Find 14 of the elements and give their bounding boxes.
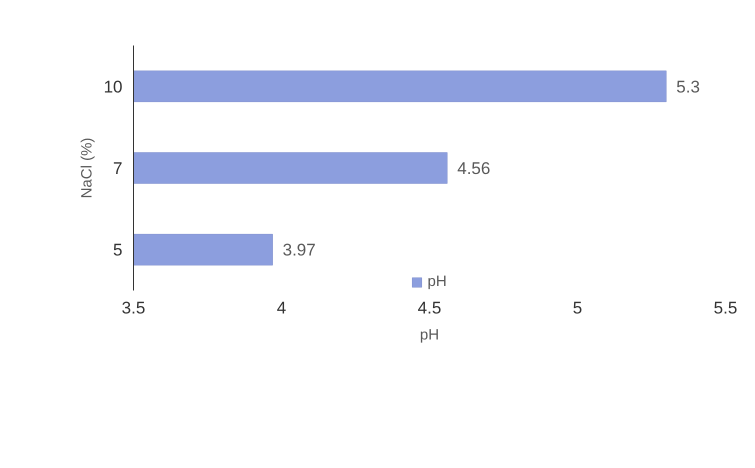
x-tick-label: 4 — [276, 298, 286, 318]
data-label: 3.97 — [282, 240, 316, 260]
data-label: 4.56 — [457, 159, 490, 178]
y-tick-label: 7 — [113, 159, 123, 178]
x-tick-label: 3.5 — [122, 298, 146, 318]
y-tick-label: 10 — [104, 77, 123, 96]
y-axis-title: NaCl (%) — [78, 138, 96, 198]
x-tick-label: 4.5 — [418, 298, 442, 318]
x-tick-label: 5.5 — [714, 298, 738, 318]
y-tick-label: 5 — [113, 240, 123, 260]
data-label: 5.3 — [676, 77, 700, 96]
legend-label: pH — [428, 273, 448, 290]
x-tick-label: 5 — [572, 298, 582, 318]
x-axis-title: pH — [420, 326, 440, 344]
